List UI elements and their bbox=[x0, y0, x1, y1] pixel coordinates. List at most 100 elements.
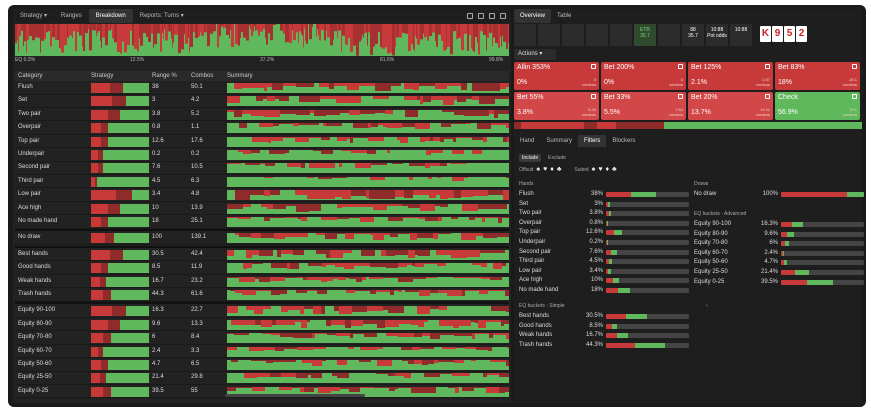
summary-segment bbox=[323, 123, 326, 127]
filter-row[interactable]: Two pair 3.8% bbox=[519, 209, 716, 218]
tab-blockers[interactable]: Blockers bbox=[612, 138, 636, 144]
col-category[interactable]: Category bbox=[18, 73, 43, 79]
chevron-icon[interactable]: ‹ bbox=[706, 181, 708, 187]
action-card[interactable]: Bet 200% 0% 0 combos bbox=[601, 62, 686, 90]
table-row[interactable]: Underpair 0.2 0.2 bbox=[15, 149, 509, 162]
action-card[interactable]: Bet 125% 2.1% 2.87 combos bbox=[688, 62, 773, 90]
contrast-icon[interactable] bbox=[467, 13, 473, 19]
table-row[interactable]: Set 3 4.2 bbox=[15, 95, 509, 108]
action-info-icon[interactable] bbox=[852, 94, 857, 99]
filter-row[interactable]: Weak hands 16.7% bbox=[519, 331, 716, 340]
filter-row[interactable]: Top pair 12.6% bbox=[519, 228, 716, 237]
ranges-tab[interactable]: Ranges bbox=[61, 13, 82, 19]
action-info-icon[interactable] bbox=[591, 64, 596, 69]
table-row[interactable]: Equity 90-100 16.3 22.7 bbox=[15, 305, 509, 318]
action-card[interactable]: Bet 55% 3.8% 5.25 combos bbox=[514, 92, 599, 120]
table-row[interactable]: Equity 70-80 6 8.4 bbox=[15, 332, 509, 345]
heart-icon[interactable]: ♥ bbox=[543, 166, 548, 173]
spade-icon[interactable]: ♠ bbox=[536, 166, 541, 173]
action-info-icon[interactable] bbox=[765, 64, 770, 69]
action-card[interactable]: Allin 353% 0% 0 combos bbox=[514, 62, 599, 90]
filter-row[interactable]: Overpair 0.8% bbox=[519, 219, 716, 228]
table-row[interactable]: Equity 60-70 2.4 3.3 bbox=[15, 346, 509, 359]
club-icon[interactable]: ♣ bbox=[556, 166, 562, 173]
filter-row[interactable]: Second pair 7.6% bbox=[519, 248, 716, 257]
include-button[interactable]: Include bbox=[519, 154, 542, 162]
tab-summary[interactable]: Summary bbox=[546, 138, 573, 144]
table-row[interactable]: Overpair 0.8 1.1 bbox=[15, 122, 509, 135]
layout-icon[interactable] bbox=[500, 13, 506, 19]
col-summary[interactable]: Summary bbox=[227, 73, 253, 79]
filter-row[interactable]: Equity 80-90 9.6% bbox=[694, 230, 866, 239]
table-row[interactable]: Ace high 10 13.9 bbox=[15, 203, 509, 216]
table-row[interactable]: Low pair 3.4 4.8 bbox=[15, 189, 509, 202]
strategy-bet-segment bbox=[91, 249, 110, 260]
diamond-icon[interactable]: ♦ bbox=[605, 166, 610, 173]
club-icon[interactable]: ♣ bbox=[612, 166, 617, 173]
action-card[interactable]: Bet 33% 5.5% 7.64 combos bbox=[601, 92, 686, 120]
filter-row[interactable]: Ace high 10% bbox=[519, 276, 716, 285]
diamond-icon[interactable]: ♦ bbox=[550, 166, 554, 173]
table-row[interactable]: Weak hands 16.7 23.2 bbox=[15, 276, 509, 289]
tab-hand[interactable]: Hand bbox=[520, 138, 535, 144]
action-card[interactable]: Bet 20% 13.7% 19.11 combos bbox=[688, 92, 773, 120]
table-row[interactable]: No draw 100 139.1 bbox=[15, 232, 509, 245]
action-info-icon[interactable] bbox=[678, 64, 683, 69]
action-info-icon[interactable] bbox=[765, 94, 770, 99]
tab-overview[interactable]: Overview bbox=[514, 9, 552, 23]
table-row[interactable]: Equity 50-60 4.7 6.5 bbox=[15, 359, 509, 372]
table-row[interactable]: Equity 80-90 9.6 13.3 bbox=[15, 319, 509, 332]
filter-row[interactable]: Best hands 30.5% bbox=[519, 312, 716, 321]
action-card[interactable]: Bet 83% 18% 25.1 combos bbox=[775, 62, 860, 90]
list-icon[interactable] bbox=[489, 13, 495, 19]
action-info-icon[interactable] bbox=[591, 94, 596, 99]
filter-row[interactable]: Equity 60-70 2.4% bbox=[694, 249, 866, 258]
spade-icon[interactable]: ♠ bbox=[591, 166, 596, 173]
action-card[interactable]: Check 56.9% 79.1 combos bbox=[775, 92, 860, 120]
summary-segment bbox=[450, 163, 466, 165]
filter-row[interactable]: Equity 25-50 21.4% bbox=[694, 268, 866, 277]
breakdown-tab[interactable]: Breakdown bbox=[88, 9, 133, 23]
filter-row[interactable]: Good hands 8.5% bbox=[519, 322, 716, 331]
filter-row[interactable]: Underpair 0.2% bbox=[519, 238, 716, 247]
filter-row[interactable]: Equity 70-80 6% bbox=[694, 239, 866, 248]
table-row[interactable]: Third pair 4.5 6.3 bbox=[15, 176, 509, 189]
table-row[interactable]: Equity 0-25 39.5 55 bbox=[15, 386, 509, 399]
filter-row[interactable]: Flush 38% bbox=[519, 190, 716, 199]
table-row[interactable]: Best hands 30.5 42.4 bbox=[15, 249, 509, 262]
table-row[interactable]: Flush 38 50.1 bbox=[15, 82, 509, 95]
grid-icon[interactable] bbox=[478, 13, 484, 19]
filter-row[interactable]: No draw 100% bbox=[694, 190, 866, 199]
actions-dropdown[interactable]: Actions ▾ bbox=[514, 49, 556, 60]
exclude-button[interactable]: Exclude bbox=[548, 155, 566, 161]
table-row[interactable]: No made hand 18 25.1 bbox=[15, 216, 509, 229]
action-info-icon[interactable] bbox=[678, 94, 683, 99]
table-row[interactable]: Second pair 7.6 10.5 bbox=[15, 162, 509, 175]
chevron-icon[interactable]: ‹ bbox=[706, 303, 708, 309]
col-range[interactable]: Range % bbox=[152, 73, 177, 79]
table-row[interactable]: Equity 25-50 21.4 29.8 bbox=[15, 372, 509, 385]
filter-row[interactable]: Set 3% bbox=[519, 200, 716, 209]
strategy-menu[interactable]: Strategy ▾ bbox=[20, 13, 48, 19]
filter-row[interactable]: No made hand 18% bbox=[519, 286, 716, 295]
overview-bar bbox=[111, 24, 112, 30]
filter-row[interactable]: Low pair 3.4% bbox=[519, 267, 716, 276]
filter-row[interactable]: Equity 90-100 16.3% bbox=[694, 220, 866, 229]
table-row[interactable]: Top pair 12.6 17.6 bbox=[15, 136, 509, 149]
filter-row[interactable]: Third pair 4.5% bbox=[519, 257, 716, 266]
tab-table[interactable]: Table bbox=[557, 13, 572, 19]
reports-menu[interactable]: Reports: Turns ▾ bbox=[139, 13, 184, 19]
heart-icon[interactable]: ♥ bbox=[598, 166, 603, 173]
table-row[interactable]: Trash hands 44.3 61.6 bbox=[15, 289, 509, 302]
table-row[interactable]: Two pair 3.8 5.2 bbox=[15, 109, 509, 122]
table-row[interactable]: Good hands 8.5 11.9 bbox=[15, 262, 509, 275]
action-info-icon[interactable] bbox=[852, 64, 857, 69]
horizontal-scrollbar[interactable] bbox=[225, 394, 365, 397]
tab-filters[interactable]: Filters bbox=[578, 135, 607, 147]
col-strategy[interactable]: Strategy bbox=[91, 73, 114, 79]
filter-row[interactable]: Trash hands 44.3% bbox=[519, 341, 716, 350]
filter-row[interactable]: Equity 0-25 39.5% bbox=[694, 278, 866, 287]
filter-row[interactable]: Equity 50-60 4.7% bbox=[694, 258, 866, 267]
filter-percent: 6% bbox=[769, 240, 778, 247]
col-combos[interactable]: Combos bbox=[191, 73, 214, 79]
